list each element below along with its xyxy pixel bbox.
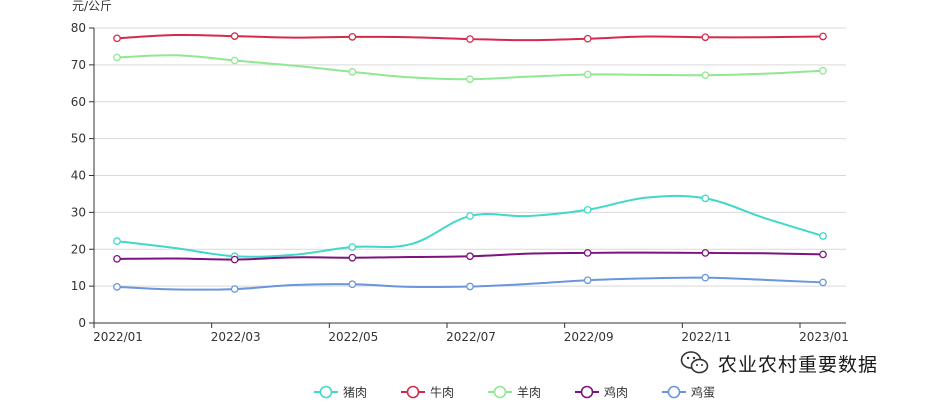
legend-marker	[667, 385, 681, 399]
data-point[interactable]	[819, 66, 827, 75]
data-point[interactable]	[230, 32, 239, 40]
x-tick-label: 2022/01	[93, 330, 143, 344]
watermark: 农业农村重要数据	[680, 348, 878, 378]
y-tick-label: 40	[71, 169, 86, 183]
data-point[interactable]	[113, 254, 121, 263]
data-point[interactable]	[348, 243, 357, 251]
data-point[interactable]	[583, 205, 592, 214]
series-line	[116, 194, 824, 258]
y-axis-unit: 元/公斤	[72, 0, 112, 13]
data-point[interactable]	[583, 34, 592, 43]
data-point[interactable]	[819, 232, 827, 240]
data-point[interactable]	[230, 255, 239, 264]
y-tick-label: 30	[71, 205, 86, 219]
data-point[interactable]	[113, 53, 121, 62]
wechat-icon	[680, 351, 709, 374]
series-4	[113, 273, 827, 293]
data-point[interactable]	[819, 250, 827, 259]
data-point[interactable]	[466, 212, 474, 220]
data-point[interactable]	[701, 249, 710, 257]
legend-item-2[interactable]: 羊肉	[488, 385, 541, 400]
data-point[interactable]	[701, 273, 710, 282]
data-point[interactable]	[466, 282, 474, 291]
series-lines	[113, 32, 827, 293]
data-point[interactable]	[466, 75, 474, 84]
legend-label: 猪肉	[343, 386, 367, 400]
axes: 0 10 20 30 40 50 60 70 80 2022/01 2022/03 2022/05 20…	[71, 21, 849, 344]
legend-marker	[493, 385, 507, 399]
data-point[interactable]	[348, 68, 357, 76]
y-tick-label: 60	[71, 95, 86, 109]
grid-lines	[94, 27, 846, 287]
legend[interactable]: 猪肉 牛肉 羊肉 鸡肉 鸡蛋	[314, 385, 715, 400]
series-2	[113, 53, 827, 84]
legend-label: 鸡肉	[604, 385, 628, 400]
legend-item-3[interactable]: 鸡肉	[575, 385, 628, 400]
x-tick-label: 2022/07	[446, 330, 496, 344]
y-tick-label: 0	[78, 316, 86, 330]
data-point[interactable]	[348, 253, 357, 262]
data-point[interactable]	[113, 283, 121, 291]
data-point[interactable]	[701, 33, 710, 42]
data-point[interactable]	[466, 252, 474, 261]
series-3	[113, 249, 827, 264]
legend-item-0[interactable]: 猪肉	[314, 386, 367, 400]
y-tick-label: 50	[71, 132, 86, 146]
data-point[interactable]	[701, 194, 710, 203]
data-point[interactable]	[348, 280, 357, 289]
data-point[interactable]	[348, 32, 357, 41]
x-tick-label: 2022/11	[681, 330, 731, 344]
data-point[interactable]	[701, 71, 710, 80]
data-point[interactable]	[230, 285, 239, 293]
data-point[interactable]	[466, 35, 474, 43]
y-tick-label: 20	[71, 242, 86, 256]
x-tick-label: 2022/09	[564, 330, 614, 344]
data-point[interactable]	[113, 34, 121, 43]
legend-label: 鸡蛋	[691, 385, 715, 400]
legend-marker	[580, 385, 594, 399]
legend-marker	[319, 385, 333, 399]
data-point[interactable]	[819, 278, 827, 287]
watermark-text: 农业农村重要数据	[718, 353, 879, 376]
data-point[interactable]	[230, 56, 239, 65]
data-point[interactable]	[583, 70, 592, 79]
y-tick-label: 70	[71, 58, 86, 72]
data-point[interactable]	[583, 276, 592, 285]
y-tick-label: 80	[71, 21, 86, 35]
legend-label: 羊肉	[517, 385, 541, 400]
series-0	[113, 194, 827, 261]
data-point[interactable]	[819, 32, 827, 41]
legend-label: 牛肉	[430, 385, 454, 400]
x-tick-label: 2023/01	[799, 330, 849, 344]
x-tick-label: 2022/05	[328, 330, 378, 344]
data-point[interactable]	[113, 237, 121, 245]
data-point[interactable]	[583, 249, 592, 257]
legend-item-4[interactable]: 鸡蛋	[662, 385, 715, 400]
legend-item-1[interactable]: 牛肉	[401, 385, 454, 400]
x-tick-label: 2022/03	[211, 330, 261, 344]
legend-marker	[406, 385, 420, 399]
series-1	[113, 32, 827, 43]
y-tick-label: 10	[71, 279, 86, 293]
